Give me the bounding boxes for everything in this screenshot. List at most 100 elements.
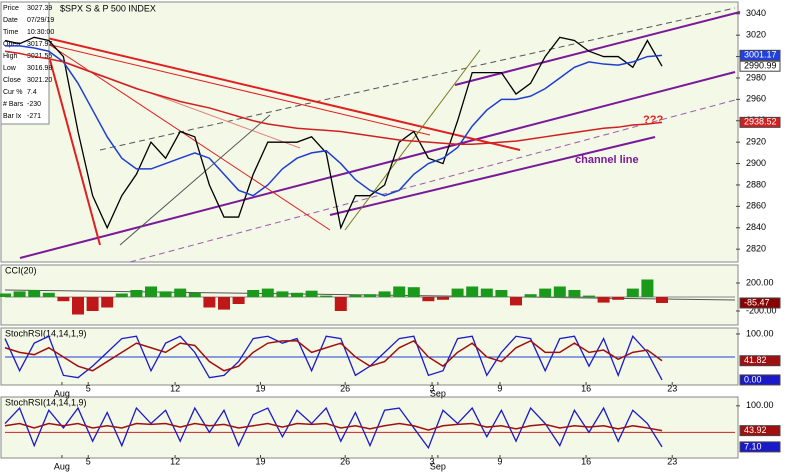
bar — [72, 296, 84, 315]
channel-line — [329, 136, 656, 216]
bar — [626, 288, 639, 297]
x-tick-label: Sep — [430, 388, 446, 398]
bar — [422, 296, 435, 302]
y-tick-label: 3020 — [746, 30, 766, 40]
info-value: 3021.20 — [27, 77, 52, 84]
info-label: Low — [3, 65, 17, 72]
panel-title: StochRSI(14,14,1,9) — [5, 328, 87, 338]
x-tick-label: 19 — [255, 383, 265, 393]
trend-line — [344, 49, 481, 231]
bar — [451, 288, 464, 297]
bar — [539, 288, 552, 297]
x-tick-label: 9 — [497, 383, 502, 393]
bar — [86, 296, 99, 311]
y-tick-label: 200.00 — [746, 277, 774, 287]
bar — [276, 291, 289, 297]
x-tick-label: 23 — [667, 383, 677, 393]
y-tick-label: -200.00 — [746, 305, 777, 315]
series-line — [4, 36, 663, 230]
y-tick-label: 2840 — [746, 222, 766, 232]
bar — [101, 296, 114, 308]
bar — [466, 286, 479, 297]
value-marker — [739, 60, 781, 72]
info-label: Close — [3, 77, 21, 84]
x-tick-label: 5 — [86, 383, 91, 393]
bar — [145, 286, 157, 297]
y-tick-label: 100.00 — [746, 400, 774, 410]
value-marker — [739, 49, 781, 61]
value-marker — [739, 297, 781, 309]
series-line — [4, 339, 663, 372]
bar — [510, 296, 522, 306]
bar — [597, 296, 610, 303]
bar — [364, 294, 376, 297]
x-tick-label: 3 — [430, 383, 435, 393]
bar — [261, 288, 274, 297]
x-tick-label: 26 — [340, 383, 350, 393]
x-tick-label: 12 — [170, 456, 180, 466]
y-tick-label: 2900 — [746, 158, 766, 168]
y-tick-label: 2880 — [746, 179, 766, 189]
info-value: -271 — [27, 113, 41, 120]
trend-line — [4, 27, 521, 151]
value-marker-label: 2990.99 — [744, 61, 777, 71]
trend-line — [29, 39, 431, 136]
x-tick-label: 3 — [430, 456, 435, 466]
bar — [0, 293, 11, 297]
value-marker-label: 41.82 — [744, 355, 767, 365]
channel-line — [129, 99, 736, 263]
value-marker-label: 3001.17 — [744, 50, 777, 60]
value-marker-label: 2938.52 — [744, 117, 777, 127]
bar — [13, 291, 26, 297]
value-marker — [739, 116, 781, 128]
y-tick-label: 100.00 — [746, 328, 774, 338]
bar — [42, 292, 55, 297]
trend-line — [49, 44, 331, 231]
info-label: High — [3, 53, 18, 60]
series-line — [4, 406, 663, 450]
x-tick-label: 23 — [667, 456, 677, 466]
value-marker — [739, 425, 781, 437]
bar — [28, 289, 41, 297]
channel-line — [454, 11, 741, 86]
y-tick-label: 2820 — [746, 244, 766, 254]
info-value: -230 — [27, 101, 41, 108]
value-marker-label: 7.10 — [744, 441, 762, 451]
series-line — [4, 335, 663, 381]
bar — [583, 295, 595, 297]
annotation: ??? — [643, 114, 663, 126]
bar — [115, 293, 128, 297]
bar — [393, 286, 406, 297]
series-line — [4, 50, 663, 146]
info-value: 7.4 — [27, 89, 37, 96]
bar — [612, 296, 625, 300]
info-label: Bar Ix — [3, 113, 22, 120]
x-tick-label: 19 — [255, 456, 265, 466]
info-label: Date — [3, 17, 18, 24]
bar — [130, 289, 143, 297]
info-value: 3016.98 — [27, 65, 52, 72]
bar — [656, 296, 668, 303]
info-value: 3021.55 — [27, 53, 52, 60]
chart-title: $SPX S & P 500 INDEX — [60, 3, 156, 13]
bar — [174, 288, 187, 297]
info-value: 10:30:00 — [27, 29, 54, 36]
bar — [57, 296, 70, 302]
x-tick-label: Aug — [54, 461, 70, 471]
bar — [203, 296, 216, 308]
info-value: 3017.97 — [27, 41, 52, 48]
x-tick-label: Aug — [54, 388, 70, 398]
series-line — [4, 422, 663, 432]
info-label: Time — [3, 29, 18, 36]
x-tick-label: 26 — [340, 456, 350, 466]
bar — [641, 279, 654, 297]
x-tick-label: Sep — [430, 461, 446, 471]
value-marker-label: 43.92 — [744, 425, 767, 435]
bar — [291, 292, 303, 297]
x-tick-label: 12 — [170, 383, 180, 393]
bar — [437, 296, 449, 300]
bar — [305, 290, 318, 297]
bar — [159, 291, 172, 297]
x-tick-label: 5 — [86, 456, 91, 466]
